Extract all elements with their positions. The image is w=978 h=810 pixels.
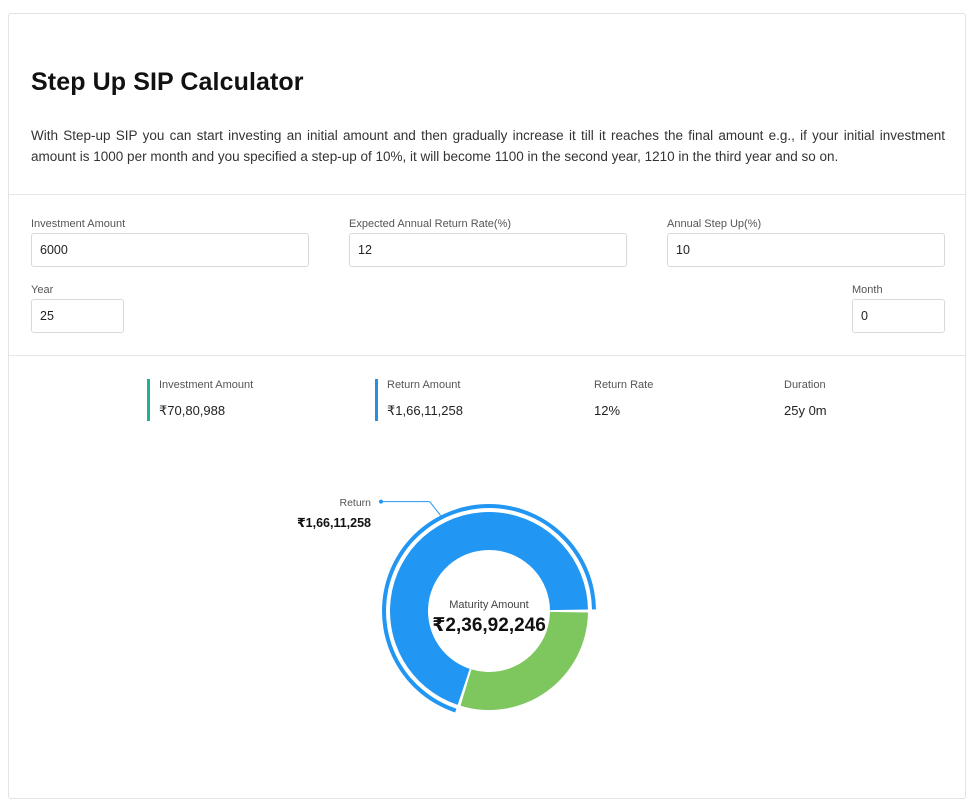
stat-rate-value: 12% (594, 403, 621, 418)
divider (9, 355, 965, 356)
callout-leader-line (381, 501, 442, 516)
stat-investment-label: Investment Amount (159, 379, 254, 391)
calculator-card: Step Up SIP Calculator With Step-up SIP … (8, 13, 966, 799)
center-label: Maturity Amount (449, 599, 528, 611)
stat-return-label: Return Amount (387, 379, 461, 391)
step-up-input[interactable] (667, 233, 945, 267)
stat-rate-label: Return Rate (594, 379, 654, 391)
investment-amount-label: Investment Amount (31, 218, 126, 230)
page-title: Step Up SIP Calculator (31, 68, 304, 96)
callout-value: ₹1,66,11,258 (297, 516, 371, 530)
return-rate-input[interactable] (349, 233, 627, 267)
month-label: Month (852, 284, 883, 296)
investment-amount-input[interactable] (31, 233, 309, 267)
donut-slice-0[interactable] (390, 512, 588, 705)
maturity-donut-chart: Return ₹1,66,11,258 Maturity Amount ₹2,36,9… (297, 497, 596, 713)
month-input[interactable] (852, 299, 945, 333)
year-input[interactable] (31, 299, 124, 333)
stat-duration-label: Duration (784, 379, 826, 391)
stat-duration: Duration 25y 0m (784, 379, 827, 421)
page-description: With Step-up SIP you can start investing… (31, 128, 945, 164)
stat-investment-value: ₹70,80,988 (159, 403, 226, 418)
center-value: ₹2,36,92,246 (432, 615, 546, 636)
divider (9, 194, 965, 195)
return-rate-label: Expected Annual Return Rate(%) (349, 218, 512, 230)
stat-duration-value: 25y 0m (784, 403, 827, 418)
callout-label: Return (339, 497, 371, 509)
stat-rate: Return Rate 12% (594, 379, 653, 421)
stat-investment: Investment Amount ₹70,80,988 (147, 379, 253, 421)
donut-slice-1[interactable] (460, 611, 588, 710)
step-up-label: Annual Step Up(%) (667, 218, 762, 230)
callout-dot (379, 499, 383, 504)
stat-return-value: ₹1,66,11,258 (387, 403, 463, 418)
year-label: Year (31, 284, 54, 296)
stat-return: Return Amount ₹1,66,11,258 (375, 379, 463, 421)
